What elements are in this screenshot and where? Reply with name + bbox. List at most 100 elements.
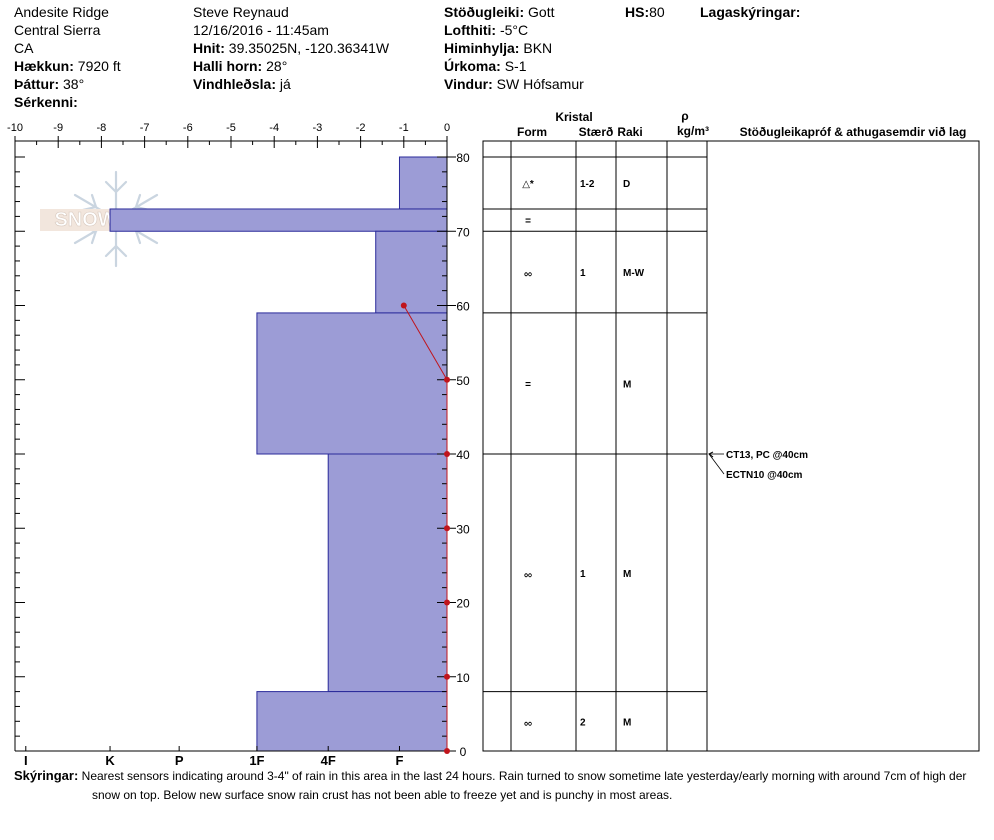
wind: Vindur: SW Hófsamur <box>444 75 584 93</box>
stability-value: Gott <box>528 4 555 20</box>
test-label-1: ECTN10 @40cm <box>726 470 803 481</box>
layer-form-5: ೲ <box>524 717 532 728</box>
hardness-bar-5 <box>256 691 448 752</box>
sky-cover: Himinhylja: BKN <box>444 39 552 57</box>
state: CA <box>14 40 34 56</box>
aspect-label: Þáttur: <box>14 76 60 92</box>
snow-profile-chart: SNOWPILOT -10-9-8-7-6-5-4-3-2-10 0102030… <box>7 109 980 768</box>
height-tick-label-7: 70 <box>456 225 470 239</box>
tests-header: Stöðugleikapróf & athugasemdir við lag <box>740 125 967 139</box>
stability: Stöðugleiki: Gott <box>444 3 554 21</box>
temp-point-5 <box>444 673 450 680</box>
hardness-axis: I K P 1F 4F F <box>24 746 404 768</box>
layer-size-0: 1-2 <box>580 179 595 190</box>
layers-legend-title: Lagaskýringar: <box>700 4 801 20</box>
hs-label: HS: <box>625 4 650 20</box>
layer-table: Kristal Form Stærð Raki ρ kg/m³ Stöðugle… <box>517 109 966 139</box>
hs-value: 80 <box>649 4 665 20</box>
hardness-bar-1 <box>109 208 448 232</box>
height-axis: 0 10 20 30 40 50 60 70 80 <box>15 151 470 759</box>
test-arrow-1 <box>708 451 714 458</box>
temp-tick-label-7: -3 <box>313 122 323 134</box>
hardness-label-5: F <box>396 753 404 768</box>
height-tick-label-1: 10 <box>456 671 470 685</box>
wind-label: Vindur: <box>444 76 493 92</box>
crystal-header: Kristal <box>555 110 592 124</box>
temp-tick-label-2: -8 <box>97 122 107 134</box>
temp-tick-label-0: -10 <box>7 122 23 134</box>
table-grid <box>482 140 980 752</box>
temp-point-6 <box>444 748 450 754</box>
layer-size-5: 2 <box>580 717 586 728</box>
layer-moisture-0: D <box>623 179 630 190</box>
hardness-label-2: P <box>175 753 184 768</box>
elevation: Hækkun: 7920 ft <box>14 57 121 75</box>
hardness-bar-2 <box>375 230 448 314</box>
hardness-profile <box>109 156 448 752</box>
notes-text-continued: snow on top. Below new surface snow rain… <box>92 788 673 802</box>
height-tick-label-3: 30 <box>456 522 470 536</box>
hardness-bar-3 <box>256 312 448 455</box>
layer-size-2: 1 <box>580 268 586 279</box>
elevation-value: 7920 ft <box>77 58 121 74</box>
stability-label: Stöðugleiki: <box>444 4 525 20</box>
datetime: 12/16/2016 - 11:45am <box>193 22 329 38</box>
hardness-bar-4 <box>327 453 448 693</box>
hardness-bar-0 <box>398 156 448 210</box>
layer-moisture-5: M <box>623 717 631 728</box>
rho-header: ρ <box>681 109 688 123</box>
precip-label: Úrkoma: <box>444 58 501 74</box>
temp-point-3 <box>444 525 450 532</box>
wind-loading-value: já <box>279 76 291 92</box>
stability-tests: CT13, PC @40cm ECTN10 @40cm <box>708 450 808 481</box>
slope-value: 28° <box>266 58 288 74</box>
hardness-label-4: 4F <box>321 753 336 768</box>
temp-tick-label-1: -9 <box>53 122 63 134</box>
sky-value: BKN <box>523 40 553 56</box>
features: Sérkenni: <box>14 93 78 111</box>
temp-tick-label-6: -4 <box>269 122 279 134</box>
size-header: Stærð <box>579 125 614 139</box>
layer-moisture-4: M <box>623 569 631 580</box>
snow-height: HS:80 <box>625 3 665 21</box>
air-temp: Lofthiti: -5°C <box>444 21 528 39</box>
layer-size-4: 1 <box>580 569 586 580</box>
temp-point-4 <box>444 599 450 606</box>
table-border <box>482 140 980 752</box>
height-tick-label-2: 20 <box>456 597 470 611</box>
location: Andesite Ridge <box>14 4 109 20</box>
notes-text: Nearest sensors indicating around 3-4" o… <box>81 769 967 783</box>
hardness-label-1: K <box>105 753 115 768</box>
temp-tick-label-4: -6 <box>183 122 193 134</box>
notes: Skýringar: Nearest sensors indicating ar… <box>14 766 994 805</box>
temp-point-1 <box>444 376 450 383</box>
temp-tick-label-10: 0 <box>444 122 450 134</box>
temp-tick-label-5: -5 <box>226 122 236 134</box>
precipitation: Úrkoma: S-1 <box>444 57 526 75</box>
moisture-header: Raki <box>617 125 642 139</box>
hardness-label-0: I <box>24 753 28 768</box>
range: Central Sierra <box>14 22 101 38</box>
height-tick-label-6: 60 <box>456 300 470 314</box>
wind-value: SW Hófsamur <box>496 76 584 92</box>
sky-label: Himinhylja: <box>444 40 520 56</box>
height-tick-label-4: 40 <box>456 448 470 462</box>
notes-label: Skýringar: <box>14 768 79 783</box>
air-temp-label: Lofthiti: <box>444 22 497 38</box>
layer-form-0: △* <box>522 179 534 190</box>
test-leader-1 <box>708 453 725 475</box>
temp-tick-label-9: -1 <box>399 122 409 134</box>
temp-point-0 <box>400 302 407 309</box>
temperature-profile <box>400 302 450 754</box>
height-tick-label-0: 0 <box>460 745 467 759</box>
layer-form-1: = <box>525 216 531 227</box>
layer-moisture-2: M-W <box>623 268 645 279</box>
hardness-label-3: 1F <box>249 753 264 768</box>
layer-form-2: ೲ <box>524 268 532 279</box>
density-unit-header: kg/m³ <box>677 124 709 138</box>
height-tick-label-5: 50 <box>456 374 470 388</box>
elevation-label: Hækkun: <box>14 58 74 74</box>
test-label-0: CT13, PC @40cm <box>726 450 808 461</box>
wind-loading-label: Vindhleðsla: <box>193 76 276 92</box>
coordinates: Hnit: 39.35025N, -120.36341W <box>193 39 389 57</box>
